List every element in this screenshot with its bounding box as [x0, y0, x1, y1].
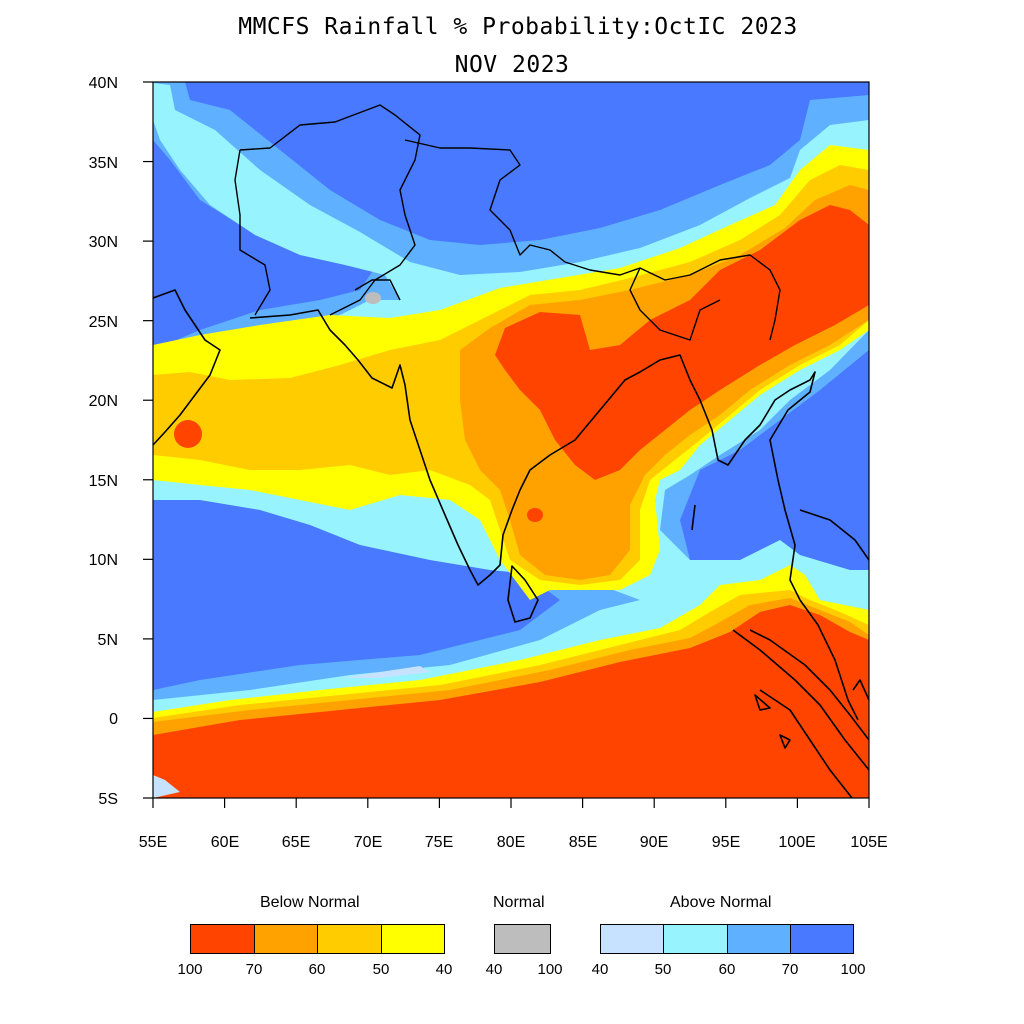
legend-label: 60 [718, 961, 736, 978]
legend-title-normal: Normal [493, 894, 545, 911]
patch-arabian-sea [174, 420, 202, 448]
lon-tick-label: 60E [211, 834, 239, 851]
lat-tick-label: 5S [98, 791, 118, 808]
legend-label: 100 [177, 961, 203, 978]
patch-normal [365, 292, 381, 304]
region-below-70-100-south [153, 605, 869, 798]
legend-label: 40 [485, 961, 503, 978]
lon-tick-label: 105E [850, 834, 887, 851]
legend-label: 50 [372, 961, 390, 978]
lon-tick-label: 75E [425, 834, 453, 851]
legend-label: 100 [840, 961, 866, 978]
patch-above-40-50 [153, 775, 180, 798]
lon-tick-label: 70E [354, 834, 382, 851]
legend-swatch-above [600, 924, 665, 954]
lon-tick-label: 90E [640, 834, 668, 851]
legend-swatch-above [663, 924, 728, 954]
country-borders [234, 104, 781, 341]
patch-above-40-50-2 [340, 666, 430, 678]
latitude-labels: 40N 35N 30N 25N 20N 15N 10N 5N 0 5S [89, 75, 118, 808]
legend-swatch-below [317, 924, 382, 954]
legend-swatch-below [253, 924, 318, 954]
lon-tick-label: 65E [282, 834, 310, 851]
axis-ticks [143, 81, 870, 808]
legend-label: 40 [591, 961, 609, 978]
map-title: MMCFS Rainfall % Probability:OctIC 2023 [238, 14, 798, 40]
legend-swatch-below [190, 924, 255, 954]
legend-swatch-below [380, 924, 445, 954]
lon-tick-label: 85E [569, 834, 597, 851]
legend-swatch-above [726, 924, 791, 954]
legend-swatch-above [789, 924, 855, 954]
legend-title-above-normal: Above Normal [670, 894, 772, 911]
region-below-70-100 [495, 205, 869, 480]
lon-tick-label: 95E [712, 834, 740, 851]
lat-tick-label: 10N [89, 552, 118, 569]
lat-tick-label: 5N [98, 632, 118, 649]
legend-label: 40 [435, 961, 453, 978]
legend-label: 100 [537, 961, 563, 978]
lat-tick-label: 20N [89, 393, 118, 410]
legend-label: 50 [654, 961, 672, 978]
probability-field [153, 82, 869, 798]
lat-tick-label: 0 [109, 711, 118, 728]
lon-tick-label: 80E [497, 834, 525, 851]
legend-swatch-normal [494, 924, 551, 954]
legend-label: 70 [245, 961, 263, 978]
lon-tick-label: 55E [139, 834, 167, 851]
legend-title-below-normal: Below Normal [260, 894, 360, 911]
lat-tick-label: 40N [89, 75, 118, 92]
lat-tick-label: 30N [89, 234, 118, 251]
lat-tick-label: 35N [89, 155, 118, 172]
map-subtitle: NOV 2023 [454, 52, 570, 78]
legend-label: 60 [308, 961, 326, 978]
lat-tick-label: 25N [89, 314, 118, 331]
longitude-labels: 55E 60E 65E 70E 75E 80E 85E 90E 95E 100E… [139, 834, 888, 851]
coastlines [152, 289, 870, 799]
patch-bay-of-bengal [527, 508, 543, 522]
lon-tick-label: 100E [778, 834, 815, 851]
lat-tick-label: 15N [89, 473, 118, 490]
legend-label: 70 [781, 961, 799, 978]
